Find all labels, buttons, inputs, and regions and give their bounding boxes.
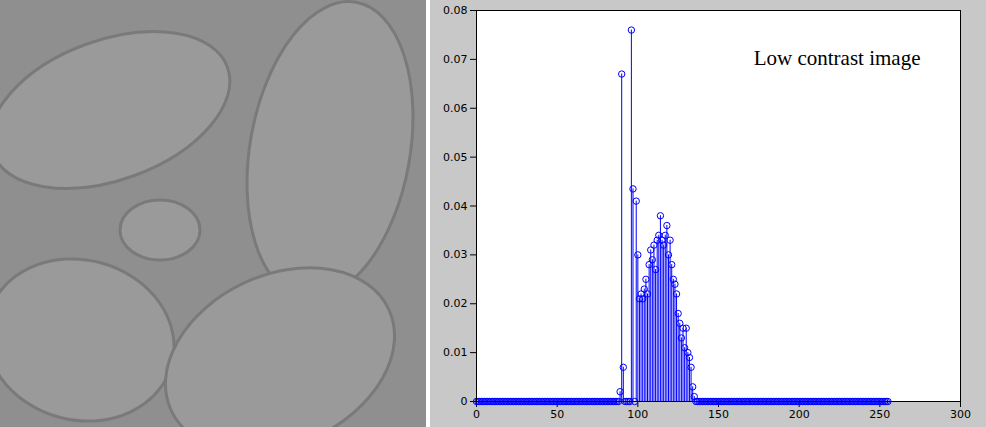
svg-text:0.08: 0.08 (443, 4, 468, 17)
svg-text:Low contrast image: Low contrast image (754, 46, 921, 70)
svg-text:200: 200 (789, 408, 810, 421)
svg-text:300: 300 (950, 408, 971, 421)
svg-text:0.01: 0.01 (443, 346, 468, 359)
svg-text:0.06: 0.06 (443, 102, 468, 115)
svg-text:0.07: 0.07 (443, 53, 468, 66)
svg-text:150: 150 (708, 408, 729, 421)
svg-text:0.05: 0.05 (443, 151, 468, 164)
svg-text:0.03: 0.03 (443, 248, 468, 261)
svg-text:0: 0 (461, 395, 468, 408)
svg-text:0: 0 (473, 408, 480, 421)
svg-text:0.02: 0.02 (443, 297, 468, 310)
svg-text:0.04: 0.04 (443, 200, 468, 213)
svg-text:250: 250 (869, 408, 890, 421)
svg-text:50: 50 (550, 408, 564, 421)
svg-text:100: 100 (627, 408, 648, 421)
